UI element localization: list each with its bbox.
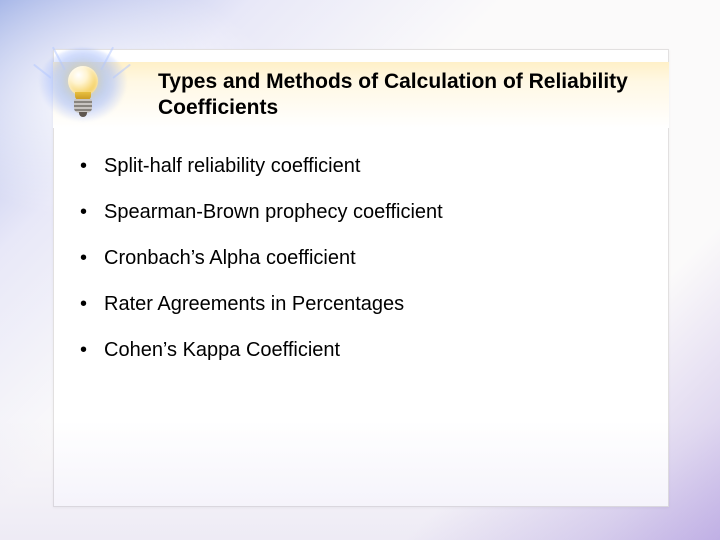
bullet-item: Rater Agreements in Percentages bbox=[78, 292, 638, 316]
content-panel: Types and Methods of Calculation of Reli… bbox=[53, 49, 669, 507]
bullet-item: Cronbach’s Alpha coefficient bbox=[78, 246, 638, 270]
bullet-item: Cohen’s Kappa Coefficient bbox=[78, 338, 638, 362]
bullet-item: Spearman-Brown prophecy coefficient bbox=[78, 200, 638, 224]
bullet-list: Split-half reliability coefficient Spear… bbox=[78, 154, 638, 384]
slide-title: Types and Methods of Calculation of Reli… bbox=[158, 69, 628, 122]
title-band: Types and Methods of Calculation of Reli… bbox=[53, 62, 669, 128]
bullet-item: Split-half reliability coefficient bbox=[78, 154, 638, 178]
slide-background: Types and Methods of Calculation of Reli… bbox=[0, 0, 720, 540]
